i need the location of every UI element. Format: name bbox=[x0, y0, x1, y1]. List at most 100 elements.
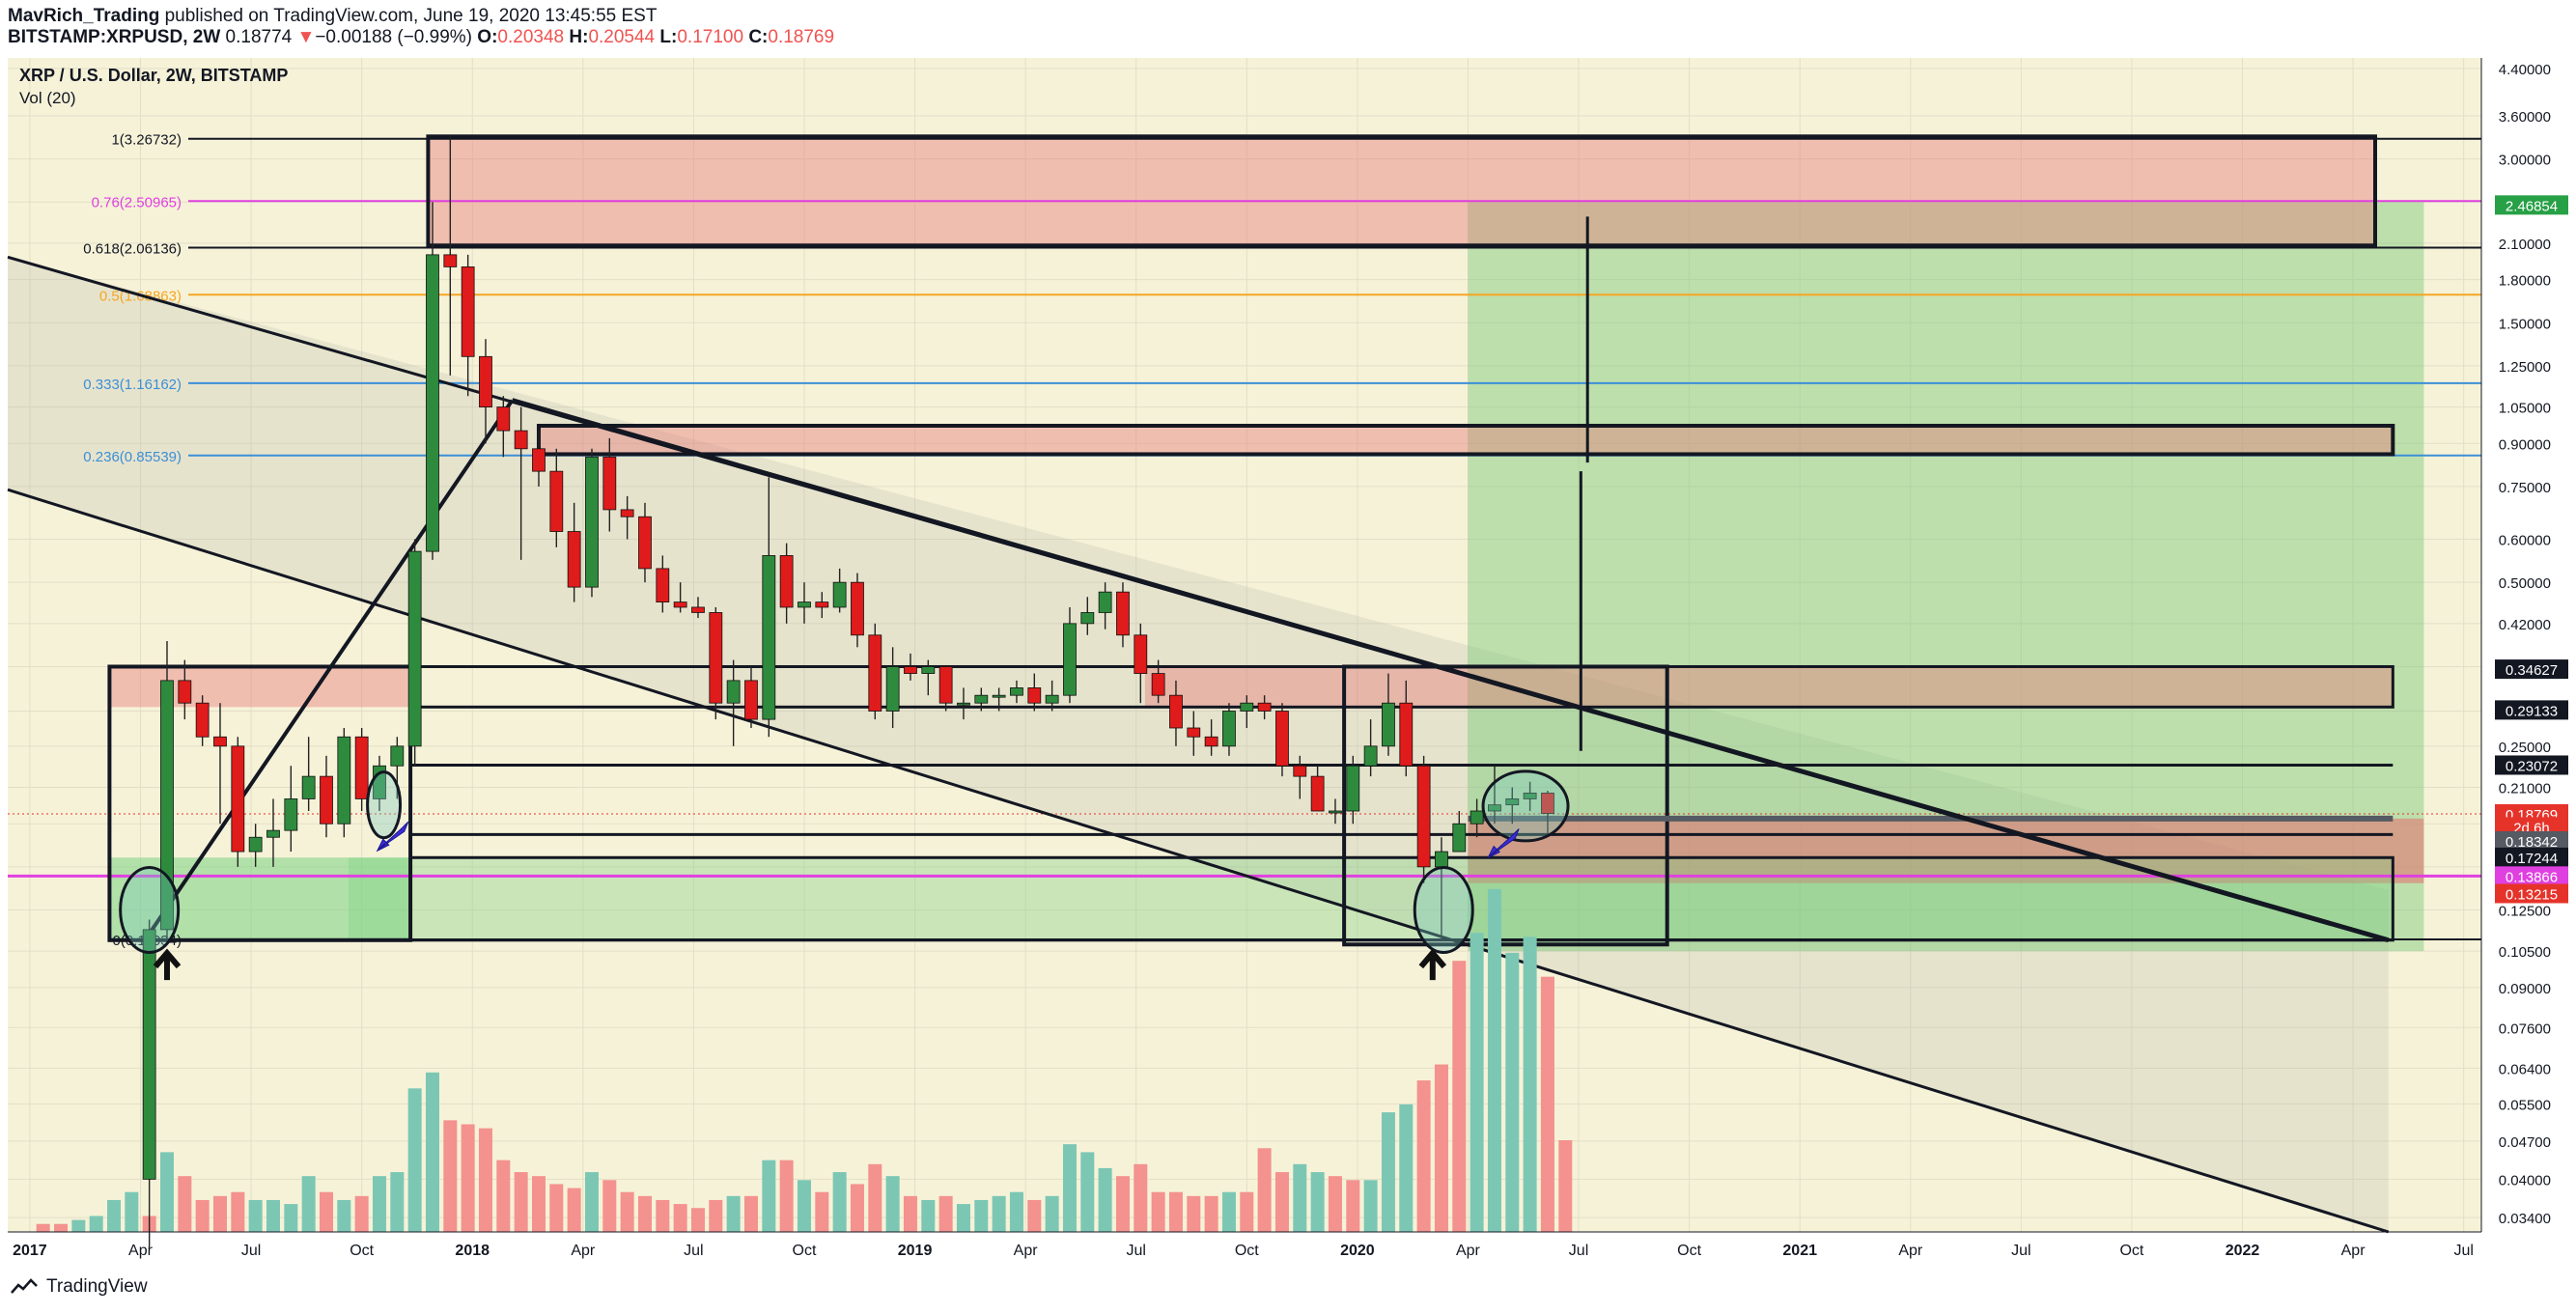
candle-body bbox=[1293, 765, 1307, 777]
candle-body bbox=[974, 694, 989, 704]
volume-bar bbox=[1310, 1172, 1325, 1232]
time-axis-label: Apr bbox=[2341, 1243, 2366, 1259]
candle-body bbox=[1363, 745, 1378, 767]
candle-body bbox=[142, 929, 156, 1180]
up-arrow-icon bbox=[153, 948, 182, 981]
publish-info: published on TradingView.com, June 19, 2… bbox=[159, 6, 658, 26]
volume-bar bbox=[71, 1219, 86, 1232]
up-arrow-icon bbox=[1418, 948, 1447, 981]
price-axis-label: 0.60000 bbox=[2499, 533, 2551, 549]
change-value: −0.00188 (−0.99%) bbox=[315, 27, 473, 47]
low-label: L: bbox=[659, 27, 678, 47]
volume-bar bbox=[1204, 1195, 1218, 1232]
candle-body bbox=[638, 516, 652, 570]
candle-body bbox=[938, 666, 953, 704]
candle-body bbox=[178, 680, 192, 704]
price-axis-label: 0.90000 bbox=[2499, 436, 2551, 453]
time-axis-label: Jul bbox=[1569, 1243, 1588, 1259]
time-axis-label: 2021 bbox=[1782, 1243, 1817, 1259]
candle-body bbox=[1169, 694, 1183, 729]
volume-bar bbox=[531, 1176, 546, 1232]
candle-body bbox=[1329, 810, 1342, 814]
price-axis-label: 0.09000 bbox=[2499, 981, 2551, 997]
price-badge bbox=[2495, 659, 2568, 680]
volume-bar bbox=[301, 1176, 316, 1232]
time-axis-label: 2020 bbox=[1340, 1243, 1375, 1259]
volume-bar bbox=[178, 1176, 192, 1232]
time-axis-label: Apr bbox=[1456, 1243, 1481, 1259]
volume-bar bbox=[425, 1072, 439, 1232]
open-label: O: bbox=[477, 27, 498, 47]
volume-bar bbox=[1346, 1180, 1360, 1232]
candle-body bbox=[744, 680, 758, 720]
volume-bar bbox=[319, 1191, 333, 1232]
candle-body bbox=[691, 606, 705, 613]
price-chart[interactable]: 1(3.26732) 0.76(2.50965) 0.618(2.06136) 0.5… bbox=[0, 52, 2576, 1271]
volume-bar bbox=[125, 1191, 139, 1232]
candle-body bbox=[461, 266, 475, 357]
candle-body bbox=[1063, 623, 1077, 696]
price-axis-label: 4.40000 bbox=[2499, 62, 2551, 78]
time-axis-label: Apr bbox=[1898, 1243, 1923, 1259]
price-axis-label: 0.12500 bbox=[2499, 903, 2551, 919]
candle-body bbox=[904, 666, 917, 674]
volume-bar bbox=[1523, 937, 1537, 1232]
volume-bar bbox=[1470, 933, 1484, 1232]
volume-bar bbox=[443, 1120, 458, 1232]
volume-bar bbox=[514, 1172, 528, 1232]
price-badge-label: 0.23072 bbox=[2506, 758, 2558, 774]
candle-body bbox=[1346, 765, 1360, 812]
price-axis-label: 0.03400 bbox=[2499, 1211, 2551, 1227]
volume-bar bbox=[1363, 1180, 1378, 1232]
price-axis-label: 1.05000 bbox=[2499, 401, 2551, 417]
volume-bar bbox=[797, 1180, 811, 1232]
candle-body bbox=[1045, 694, 1059, 704]
time-axis-background bbox=[0, 1232, 2481, 1271]
price-axis-label: 0.25000 bbox=[2499, 740, 2551, 756]
volume-bar bbox=[1381, 1112, 1395, 1232]
volume-bar bbox=[1045, 1195, 1059, 1232]
volume-bar bbox=[212, 1195, 227, 1232]
volume-bar bbox=[938, 1195, 953, 1232]
volume-bar bbox=[850, 1184, 864, 1232]
tradingview-icon bbox=[10, 1277, 39, 1297]
volume-bar bbox=[89, 1216, 103, 1232]
volume-bar bbox=[1416, 1080, 1431, 1232]
candle-body bbox=[1416, 765, 1431, 868]
highlight-circle bbox=[119, 865, 181, 954]
price-badge bbox=[2495, 700, 2568, 720]
candle-body bbox=[514, 430, 528, 450]
volume-bar bbox=[868, 1163, 882, 1232]
price-axis-label: 0.75000 bbox=[2499, 480, 2551, 496]
candle-body bbox=[320, 775, 333, 825]
volume-bar bbox=[106, 1199, 121, 1232]
volume-bar bbox=[726, 1195, 741, 1232]
time-axis-label: Apr bbox=[571, 1243, 596, 1259]
candle-body bbox=[231, 745, 245, 853]
volume-bar bbox=[762, 1160, 776, 1232]
highlight-circle bbox=[1413, 865, 1474, 954]
candle-body bbox=[1275, 711, 1289, 767]
time-axis-label: Apr bbox=[1014, 1243, 1039, 1259]
candle-body bbox=[1452, 823, 1467, 853]
price-badge bbox=[2495, 883, 2568, 904]
price-badge-label: 0.13215 bbox=[2506, 886, 2558, 903]
time-axis-label: Jul bbox=[2453, 1243, 2473, 1259]
candle-body bbox=[1257, 702, 1272, 712]
candle-body bbox=[213, 736, 227, 747]
candle-body bbox=[620, 509, 634, 517]
volume-bar bbox=[974, 1199, 989, 1232]
candle-body bbox=[851, 581, 864, 636]
tradingview-logo[interactable]: TradingView bbox=[10, 1276, 148, 1298]
author-name[interactable]: MavRich_Trading bbox=[8, 6, 160, 26]
volume-bar bbox=[354, 1195, 369, 1232]
candle-body bbox=[885, 666, 900, 712]
rocket-icon bbox=[1487, 828, 1520, 859]
time-axis-label: 2019 bbox=[898, 1243, 933, 1259]
symbol-label: BITSTAMP:XRPUSD, 2W bbox=[8, 27, 221, 47]
candle-body bbox=[921, 666, 936, 674]
candle-body bbox=[1488, 804, 1501, 812]
volume-bar bbox=[584, 1172, 599, 1232]
volume-bar bbox=[478, 1128, 492, 1232]
candle-body bbox=[301, 775, 316, 799]
